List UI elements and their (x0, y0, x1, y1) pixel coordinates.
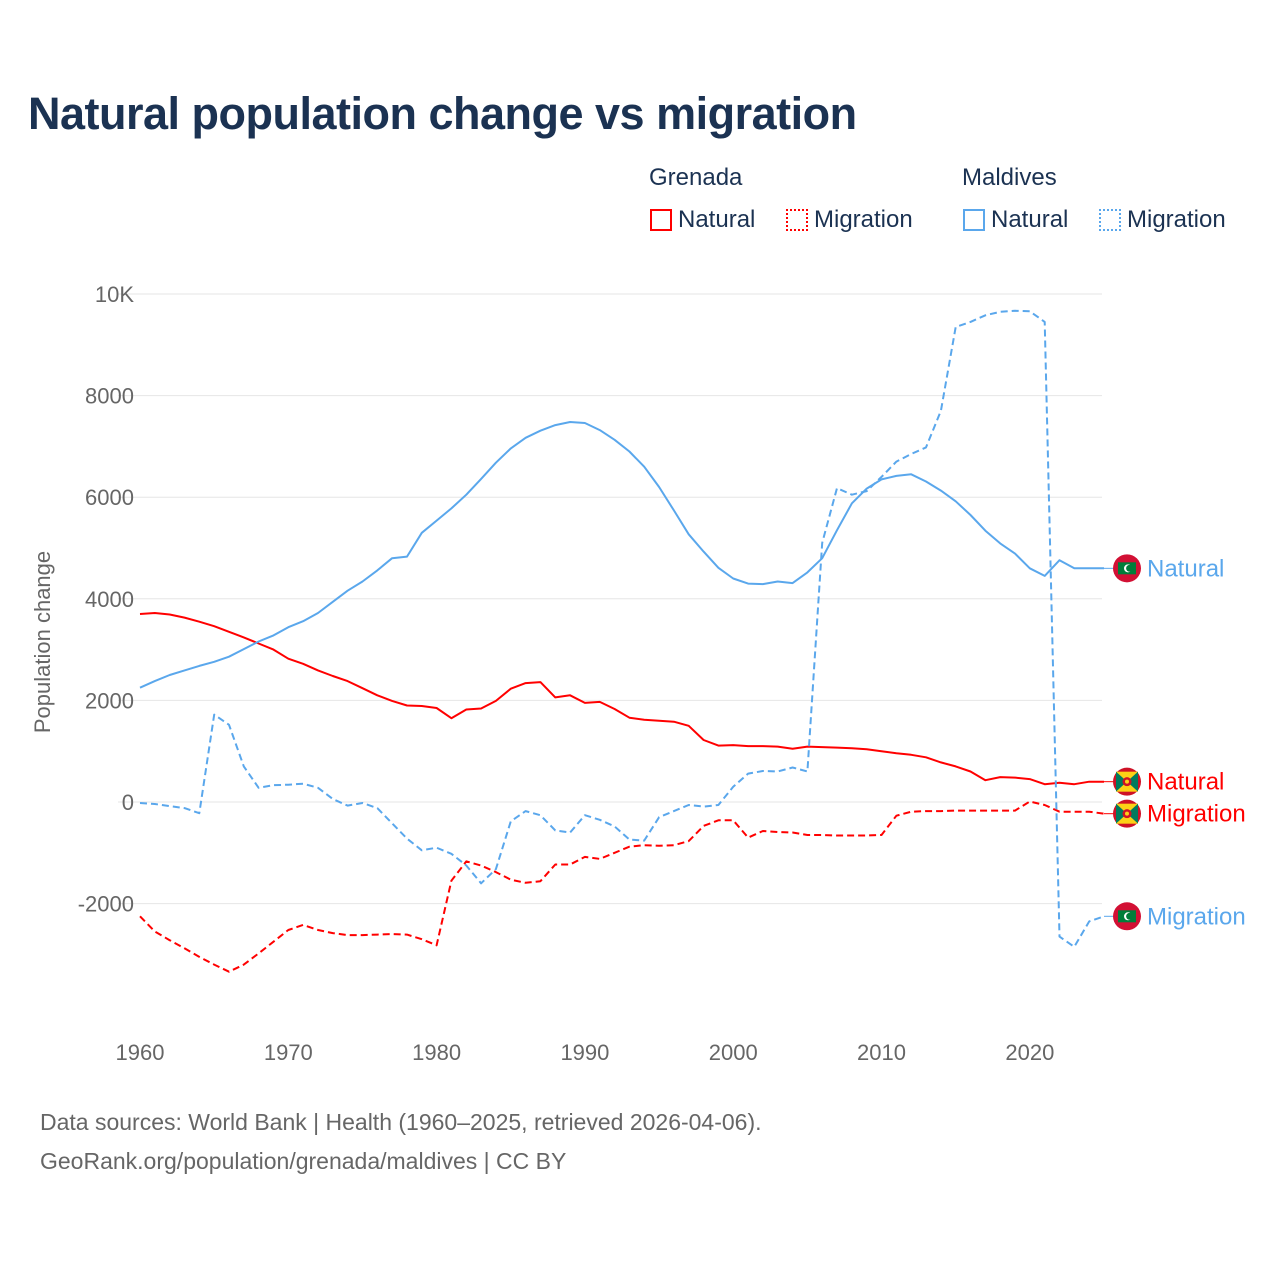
legend-swatch-solid (650, 209, 672, 231)
x-tick-label: 1990 (560, 1040, 609, 1065)
y-axis-label: Population change (30, 551, 55, 733)
end-label-grenada-migration: Migration (1104, 799, 1246, 828)
y-tick-label: 8000 (85, 384, 134, 409)
flag-star (1125, 779, 1129, 784)
end-label-grenada-natural: Natural (1104, 767, 1224, 796)
legend-swatch-dotted (1099, 209, 1121, 231)
x-tick-label: 1960 (116, 1040, 165, 1065)
y-tick-label: 10K (95, 282, 134, 307)
legend-group-grenada: Grenada (649, 164, 743, 191)
chart-title: Natural population change vs migration (28, 88, 857, 139)
end-label-text: Migration (1147, 903, 1246, 930)
end-label-maldives-natural: Natural (1104, 554, 1224, 583)
legend-grenada-migration[interactable]: Migration (786, 206, 913, 234)
y-tick-label: 2000 (85, 688, 134, 713)
legend-label: Natural (991, 206, 1069, 233)
legend-swatch-solid (963, 209, 985, 231)
x-tick-label: 2020 (1005, 1040, 1054, 1065)
crescent-cut (1126, 912, 1133, 920)
x-tick-label: 1980 (412, 1040, 461, 1065)
x-tick-label: 2010 (857, 1040, 906, 1065)
crescent-cut (1126, 564, 1133, 572)
end-label-text: Natural (1147, 555, 1224, 582)
series-line-maldives-natural (139, 421, 1104, 689)
legend-maldives-natural[interactable]: Natural (963, 206, 1068, 234)
legend-group-maldives: Maldives (962, 164, 1057, 191)
legend-label: Migration (814, 206, 913, 233)
legend-label: Natural (678, 206, 756, 233)
flag-triangle (1116, 803, 1127, 824)
end-label-maldives-migration: Migration (1104, 902, 1246, 931)
flag-star (1125, 811, 1129, 816)
y-tick-label: 6000 (85, 485, 134, 510)
y-tick-label: 0 (122, 790, 134, 815)
flag-triangle (1127, 803, 1138, 824)
legend-swatch-dotted (786, 209, 808, 231)
x-tick-label: 1970 (264, 1040, 313, 1065)
series-line-grenada-migration (139, 800, 1105, 973)
footer-sources: Data sources: World Bank | Health (1960–… (40, 1109, 762, 1135)
legend-label: Migration (1127, 206, 1226, 233)
legend-maldives-migration[interactable]: Migration (1099, 206, 1226, 234)
y-tick-label: 4000 (85, 587, 134, 612)
end-label-text: Migration (1147, 801, 1246, 828)
x-tick-label: 2000 (709, 1040, 758, 1065)
flag-triangle (1127, 771, 1138, 792)
end-label-text: Natural (1147, 769, 1224, 796)
flag-triangle (1116, 771, 1127, 792)
legend-grenada-natural[interactable]: Natural (650, 206, 755, 234)
footer-credit: GeoRank.org/population/grenada/maldives … (40, 1148, 567, 1174)
series-line-grenada-natural (139, 612, 1104, 786)
y-tick-label: -2000 (78, 892, 134, 917)
series-line-maldives-migration (139, 309, 1105, 948)
